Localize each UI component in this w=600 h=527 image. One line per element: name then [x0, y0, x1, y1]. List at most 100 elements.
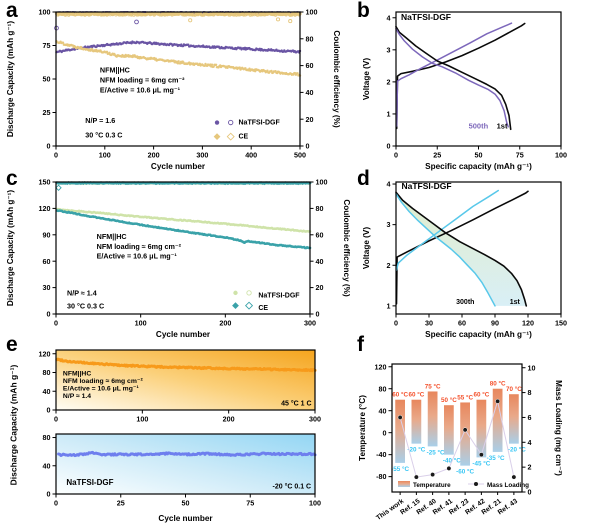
svg-text:25: 25: [43, 108, 51, 117]
svg-text:2: 2: [387, 77, 391, 86]
panel-letter-f: f: [357, 333, 364, 356]
svg-text:0: 0: [383, 428, 387, 437]
svg-text:0: 0: [394, 319, 398, 328]
svg-text:CE: CE: [258, 305, 268, 312]
svg-text:200: 200: [148, 151, 160, 160]
svg-text:0: 0: [316, 310, 320, 319]
svg-text:25: 25: [433, 151, 441, 160]
svg-text:90: 90: [43, 230, 51, 239]
svg-text:50: 50: [43, 75, 51, 84]
e2-series--20c-capacity: [57, 450, 317, 458]
svg-text:150: 150: [39, 178, 51, 187]
e1-plot-background: [56, 350, 315, 410]
svg-text:20: 20: [306, 115, 314, 124]
svg-text:1st: 1st: [510, 299, 521, 306]
svg-text:1st: 1st: [497, 121, 508, 130]
svg-text:80: 80: [379, 384, 387, 393]
svg-text:Voltage (V): Voltage (V): [362, 58, 371, 100]
svg-text:-20 °C 0.1 C: -20 °C 0.1 C: [273, 482, 312, 490]
svg-text:NFM loading = 6mg cm⁻²: NFM loading = 6mg cm⁻²: [100, 75, 185, 84]
svg-text:1: 1: [387, 110, 391, 119]
bar-ref-23: [460, 402, 470, 466]
bar-ref-21: [492, 388, 503, 452]
f-axes: -80 -40 0 40 80 120 0 2 4 6 8 10 Temperature (°C) Mas…: [358, 362, 563, 496]
svg-text:Cycle number: Cycle number: [156, 330, 211, 339]
svg-text:8: 8: [528, 388, 532, 397]
svg-text:400: 400: [245, 151, 257, 160]
chart-d-voltage-profiles: 0 30 60 90 120 150 1 2 3 4 Specific capacity (mAh …: [362, 180, 567, 339]
svg-text:E/Active = 10.6 μL mg⁻¹: E/Active = 10.6 μL mg⁻¹: [100, 85, 181, 94]
panel-a: 0 100 200 300 400 500 0 25 50 75 100 0 20 40 60 80 100 Cy…: [0, 0, 356, 172]
svg-text:1: 1: [387, 301, 391, 310]
svg-text:120: 120: [39, 349, 51, 358]
svg-text:0: 0: [54, 415, 58, 424]
panel-b: 0 25 50 75 100 0 1 2 3 4 Specific capacity (mAh g⁻…: [356, 0, 600, 172]
svg-text:300: 300: [304, 319, 316, 328]
svg-text:50: 50: [182, 499, 190, 508]
e1-plot-frame: [55, 349, 316, 411]
svg-text:60 °C: 60 °C: [392, 391, 408, 399]
svg-text:30 °C 0.3 C: 30 °C 0.3 C: [67, 302, 104, 311]
d-series-300th-charge: [395, 189, 500, 271]
d-axes: 0 30 60 90 120 150 1 2 3 4 Specific capacity (mAh …: [362, 180, 567, 339]
svg-text:80: 80: [316, 204, 324, 213]
svg-text:Temperature: Temperature: [413, 482, 451, 489]
svg-text:Voltage (V): Voltage (V): [362, 227, 371, 269]
b-series-1st-discharge: [395, 25, 512, 131]
svg-text:-20 °C: -20 °C: [407, 446, 425, 454]
svg-text:50 °C: 50 °C: [441, 396, 457, 404]
chart-c-cycling-30c-highloading: 0 100 200 3000306090120150020406080100Cycle…: [6, 178, 351, 339]
svg-text:-55 °C: -55 °C: [391, 465, 409, 473]
d-plot-frame: [395, 181, 562, 315]
svg-text:60: 60: [316, 230, 324, 239]
svg-text:Coulombic efficiency (%): Coulombic efficiency (%): [342, 199, 351, 297]
svg-text:0: 0: [394, 151, 398, 160]
svg-text:90: 90: [491, 319, 499, 328]
d-series-300th-discharge: [395, 193, 496, 307]
svg-text:120: 120: [375, 362, 387, 371]
svg-text:300: 300: [196, 151, 208, 160]
svg-text:-40: -40: [376, 450, 386, 459]
e1-axes: 0 100 200 300 0 40 80 120: [39, 349, 322, 423]
svg-text:40: 40: [43, 387, 51, 396]
f-plot-frame: [391, 363, 523, 493]
bar-ref-15: [411, 399, 422, 444]
svg-text:80: 80: [306, 34, 314, 43]
d-series-1st-charge: [395, 190, 529, 305]
svg-text:150: 150: [555, 319, 567, 328]
svg-text:0: 0: [47, 406, 51, 415]
svg-text:NaTFSI-DGF: NaTFSI-DGF: [66, 478, 113, 487]
svg-text:200: 200: [223, 415, 235, 424]
svg-text:NFM loading ≈ 6mg cm⁻²: NFM loading ≈ 6mg cm⁻²: [63, 378, 144, 385]
svg-text:75: 75: [516, 151, 524, 160]
svg-text:Specific capacity (mAh g⁻¹): Specific capacity (mAh g⁻¹): [425, 162, 532, 171]
svg-text:0: 0: [306, 142, 310, 151]
panel-letter-a: a: [6, 0, 18, 22]
svg-text:-35 °C: -35 °C: [487, 454, 505, 462]
svg-text:55 °C: 55 °C: [457, 393, 473, 401]
svg-text:Mass Loading (mg cm⁻²): Mass Loading (mg cm⁻²): [554, 380, 563, 476]
svg-text:100: 100: [99, 151, 111, 160]
svg-text:300th: 300th: [456, 299, 474, 306]
c-plot-frame: [55, 181, 311, 315]
svg-text:60 °C: 60 °C: [473, 391, 489, 399]
svg-text:60 °C: 60 °C: [408, 391, 424, 399]
a-series-ce-electrolyte-capacity: [55, 39, 302, 77]
panel-letter-d: d: [357, 167, 370, 190]
svg-text:75: 75: [246, 499, 254, 508]
svg-text:60: 60: [306, 61, 314, 70]
svg-text:75: 75: [43, 41, 51, 50]
panel-letter-e: e: [6, 333, 18, 356]
svg-text:0: 0: [47, 142, 51, 151]
svg-text:-25 °C: -25 °C: [427, 448, 445, 456]
svg-text:100: 100: [135, 319, 147, 328]
svg-text:20: 20: [316, 283, 324, 292]
a-axes: 0 100 200 300 400 5000255075100020406080100Cy…: [6, 8, 341, 171]
panel-c: 0 100 200 300 0 30 60 90 120 150 0 20 40 60 80 100 Cycle…: [0, 172, 356, 340]
svg-text:80: 80: [43, 433, 51, 442]
svg-text:100: 100: [555, 151, 567, 160]
bar-ref-42: [476, 399, 487, 458]
